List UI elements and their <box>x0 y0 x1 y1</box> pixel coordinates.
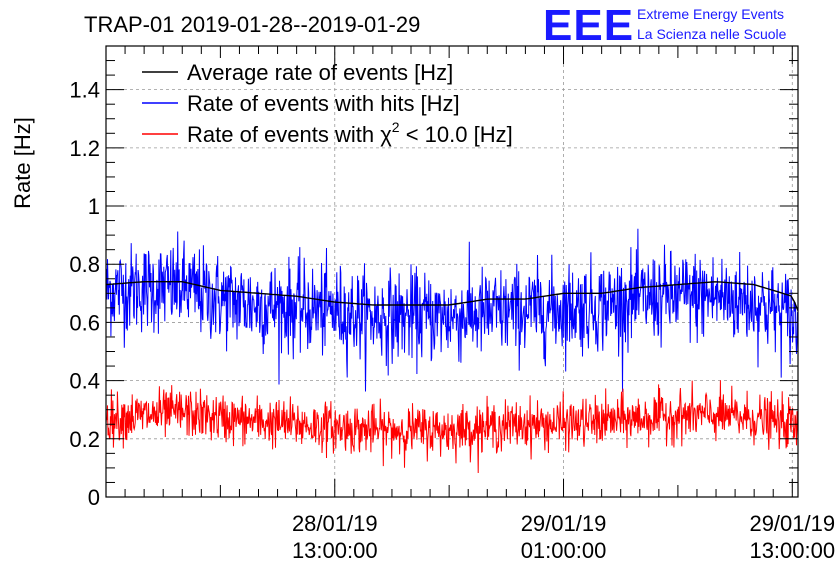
legend-chi2-symbol: χ <box>380 122 392 147</box>
legend-chi2-prefix: Rate of events with <box>187 122 380 147</box>
x-tick-time: 13:00:00 <box>749 538 835 563</box>
legend-chi2-suffix: < 10.0 [Hz] <box>400 122 513 147</box>
x-tick-date: 28/01/19 <box>292 511 378 536</box>
series-layer <box>105 228 799 474</box>
series-line-chi2 <box>105 380 799 474</box>
x-tick-time: 01:00:00 <box>521 538 607 563</box>
logo-letters: EEE <box>543 1 634 50</box>
eee-logo: EEE Extreme Energy Events La Scienza nel… <box>543 1 787 50</box>
y-tick-label: 1.2 <box>69 136 100 161</box>
legend-label-hits: Rate of events with hits [Hz] <box>187 91 460 116</box>
x-tick-date: 29/01/19 <box>521 511 607 536</box>
series-line-average <box>105 281 799 312</box>
y-tick-label: 0.6 <box>69 310 100 335</box>
series-line-hits <box>105 228 799 392</box>
axis-ticks <box>106 45 798 498</box>
y-tick-labels: 0 0.2 0.4 0.6 0.8 1 1.2 1.4 <box>69 78 100 510</box>
y-tick-label: 0.2 <box>69 427 100 452</box>
x-tick-labels: 28/01/1913:00:0029/01/1901:00:0029/01/19… <box>292 511 835 563</box>
legend-label-average: Average rate of events [Hz] <box>187 60 453 85</box>
legend-label-chi2: Rate of events with χ2 < 10.0 [Hz] <box>187 119 513 147</box>
x-tick-time: 13:00:00 <box>292 538 378 563</box>
plot-frame <box>105 45 799 498</box>
legend-chi2-superscript: 2 <box>392 119 400 135</box>
legend: Average rate of events [Hz] Rate of even… <box>142 60 513 147</box>
y-tick-label: 0 <box>88 485 100 510</box>
y-tick-label: 1.4 <box>69 78 100 103</box>
y-tick-label: 0.8 <box>69 252 100 277</box>
y-tick-label: 1 <box>88 194 100 219</box>
chart-title: TRAP-01 2019-01-28--2019-01-29 <box>84 12 420 37</box>
logo-line-1: Extreme Energy Events <box>637 6 784 22</box>
y-tick-label: 0.4 <box>69 369 100 394</box>
logo-line-2: La Scienza nelle Scuole <box>637 26 787 42</box>
y-axis-label: Rate [Hz] <box>10 117 35 209</box>
x-tick-date: 29/01/19 <box>749 511 835 536</box>
